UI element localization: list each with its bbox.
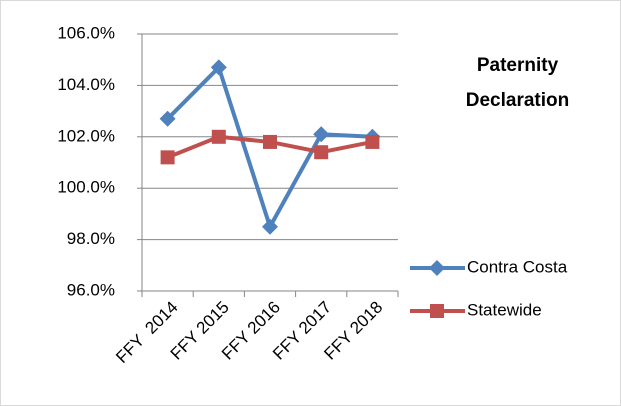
data-point	[211, 129, 226, 144]
y-tick-label: 106.0%	[57, 23, 115, 42]
y-tick-label: 100.0%	[57, 178, 115, 197]
data-point	[429, 260, 445, 276]
data-point	[263, 134, 277, 149]
y-tick-label: 96.0%	[67, 280, 115, 299]
data-point	[210, 59, 227, 76]
data-point	[159, 110, 176, 127]
chart-title: Paternity Declaration	[465, 55, 570, 111]
legend-label: Statewide	[467, 300, 542, 319]
data-point	[365, 134, 380, 149]
legend-label: Contra Costa	[467, 257, 568, 276]
data-point	[160, 150, 175, 165]
y-tick-label: 104.0%	[57, 75, 115, 94]
data-point	[262, 218, 278, 235]
y-tick-label: 102.0%	[57, 126, 115, 145]
data-point	[314, 145, 329, 160]
data-point	[313, 126, 330, 143]
y-tick-label: 98.0%	[67, 229, 115, 248]
data-point	[430, 304, 444, 318]
